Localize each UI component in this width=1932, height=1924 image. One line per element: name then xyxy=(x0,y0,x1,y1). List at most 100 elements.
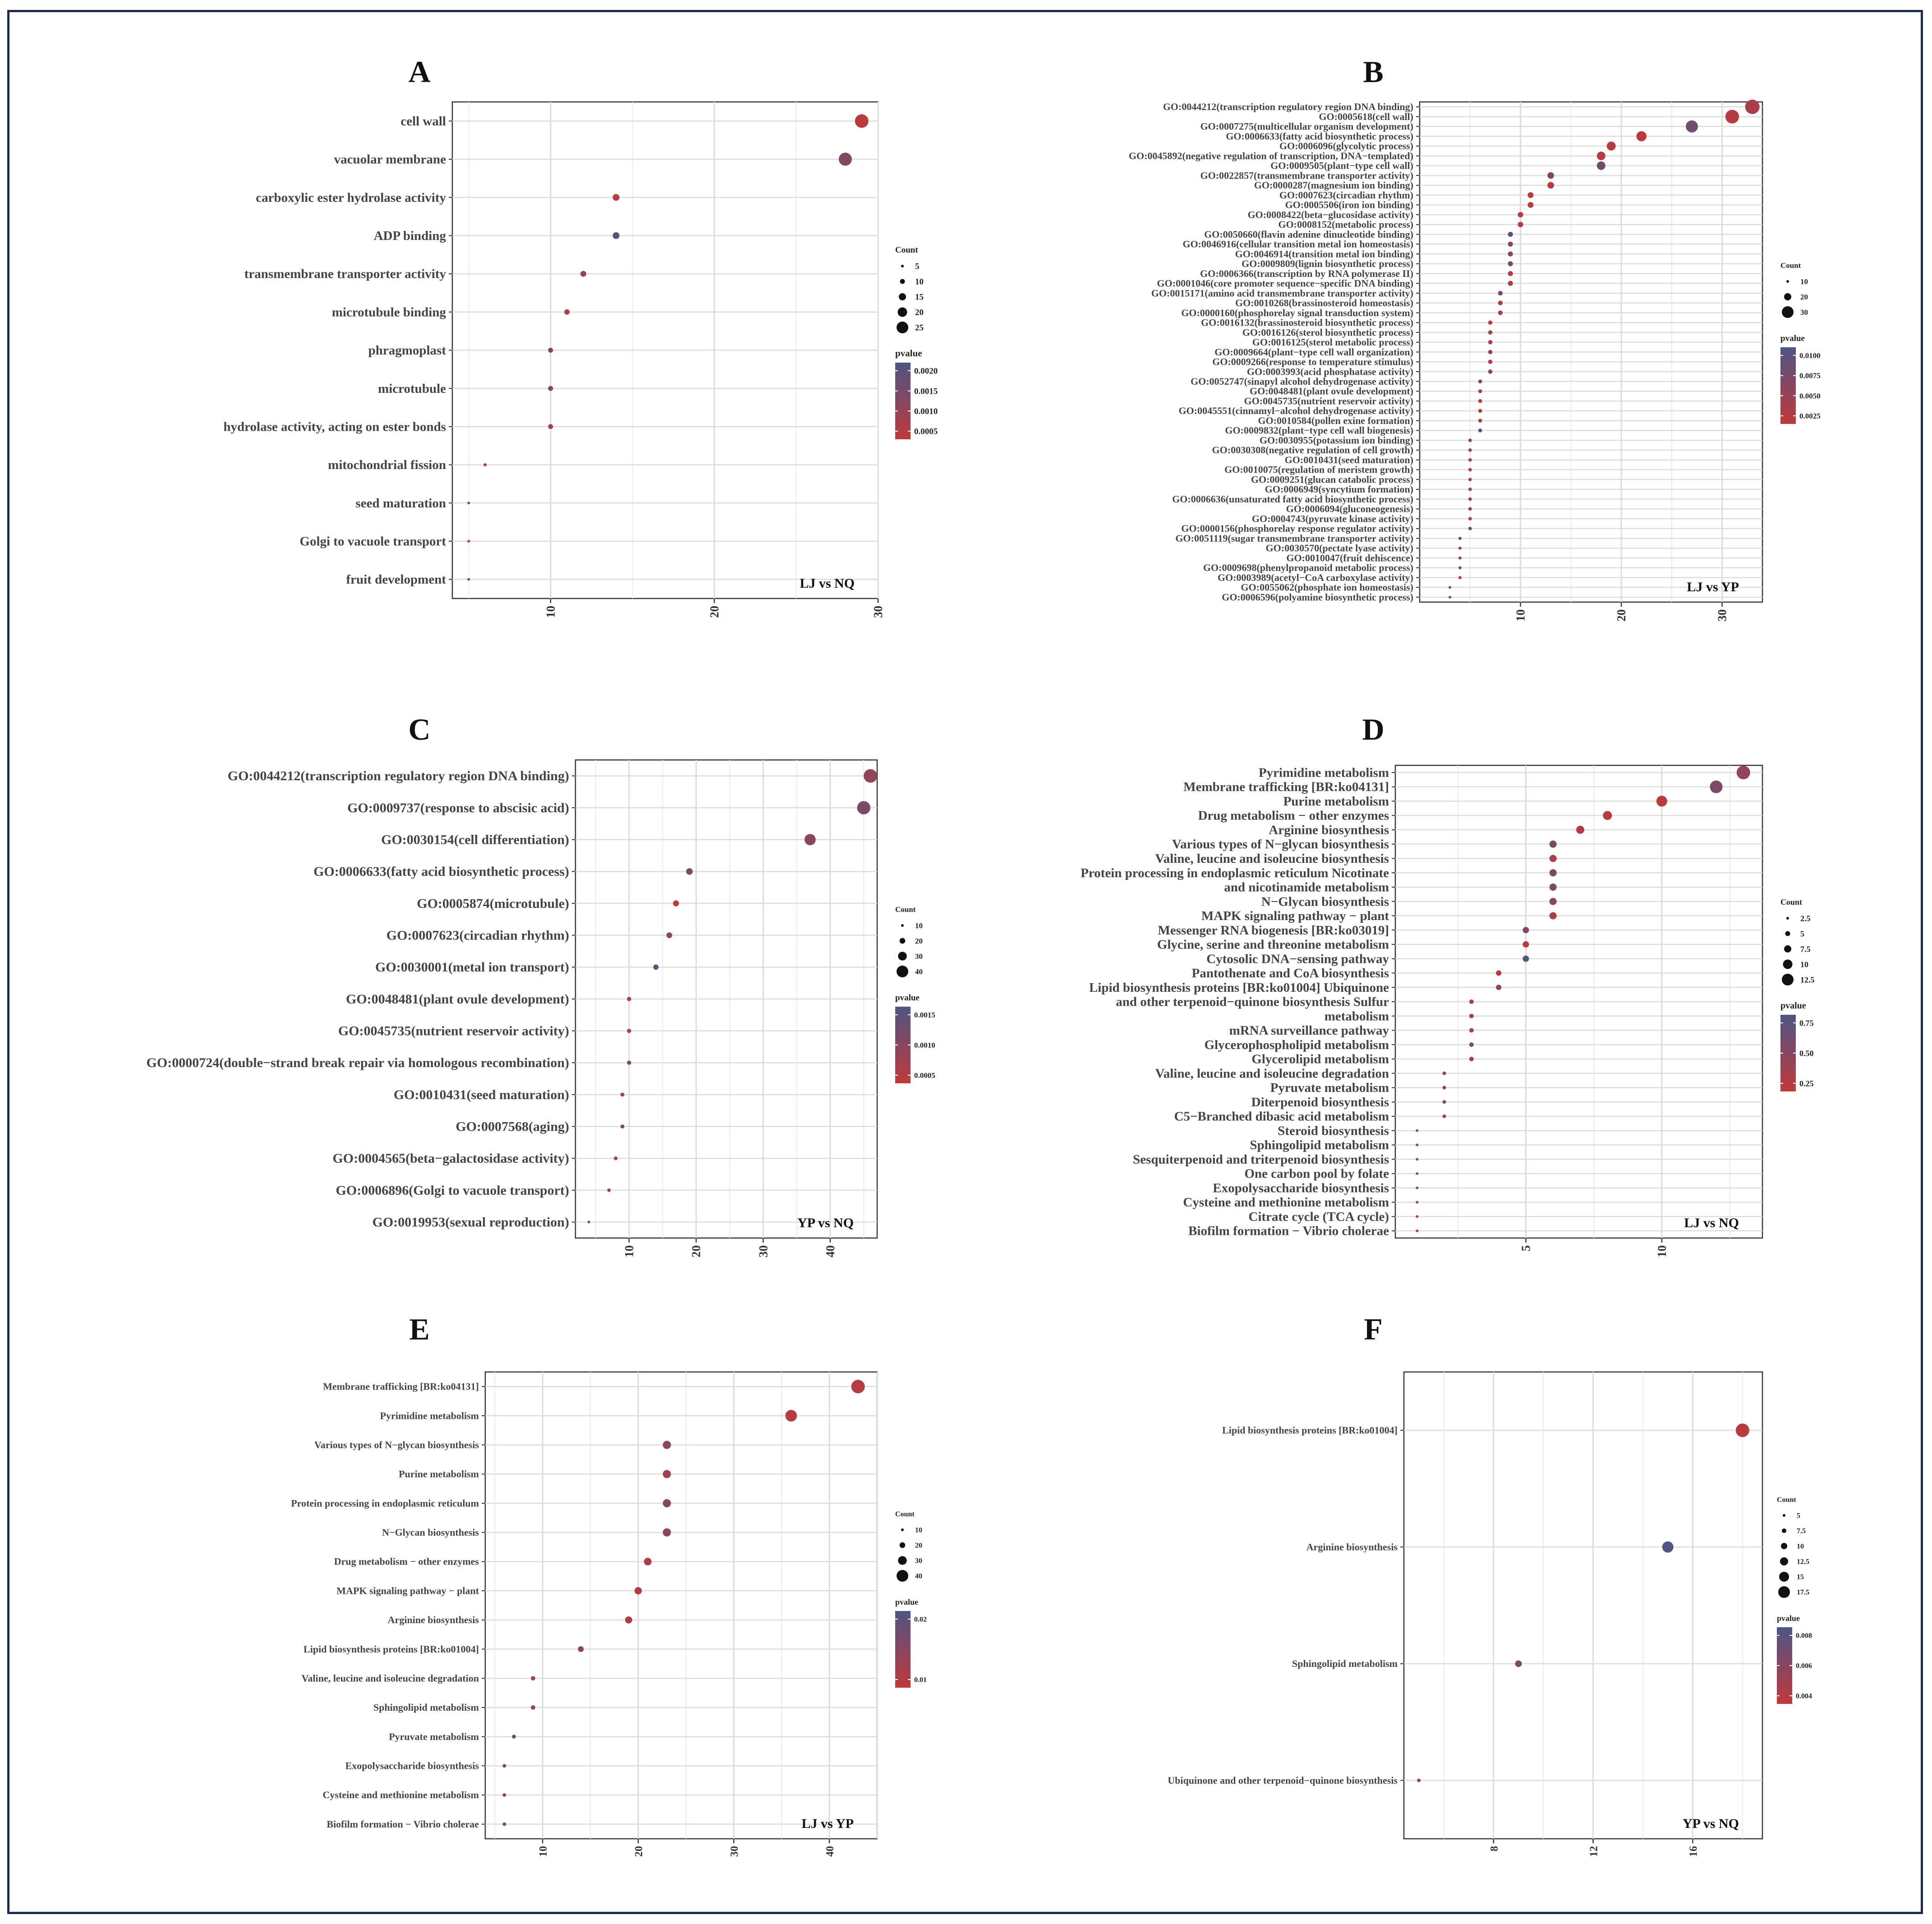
size-legend-dot xyxy=(1780,1557,1788,1565)
y-tick-label: mRNA surveillance pathway xyxy=(1229,1023,1389,1038)
data-point xyxy=(1488,350,1493,354)
y-tick-label: Pantothenate and CoA biosynthesis xyxy=(1192,966,1389,980)
data-point xyxy=(531,1676,535,1681)
size-legend-dot xyxy=(1782,1528,1786,1533)
y-tick-label: MAPK signaling pathway − plant xyxy=(1201,909,1389,923)
y-tick-label: GO:0045551(cinnamyl−alcohol dehydrogenas… xyxy=(1178,405,1413,416)
y-tick-label: GO:0000160(phosphorelay signal transduct… xyxy=(1181,307,1413,318)
y-tick-label: Purine metabolism xyxy=(1283,794,1389,809)
data-point xyxy=(502,1764,506,1768)
data-point xyxy=(1745,99,1760,114)
y-tick-label: Pyruvate metabolism xyxy=(1270,1081,1389,1095)
data-point xyxy=(1458,546,1462,550)
size-legend-dot xyxy=(897,1570,908,1582)
size-legend-title: Count xyxy=(895,1510,915,1518)
size-legend-label: 7.5 xyxy=(1797,1528,1806,1535)
data-point xyxy=(1498,290,1503,296)
y-tick-label: metabolism xyxy=(1325,1009,1389,1023)
figure-border xyxy=(7,10,1923,1914)
data-point xyxy=(1488,369,1493,374)
data-point xyxy=(1508,241,1513,247)
y-tick-label: cell wall xyxy=(400,114,446,129)
data-point xyxy=(620,1092,625,1097)
data-point xyxy=(1549,883,1557,891)
size-legend-title: Count xyxy=(1780,261,1801,270)
size-legend-dot xyxy=(1778,1586,1790,1598)
data-point xyxy=(1549,855,1557,862)
data-point xyxy=(644,1558,652,1565)
y-tick-label: Citrate cycle (TCA cycle) xyxy=(1248,1210,1389,1224)
color-tick-label: 0.0010 xyxy=(914,1041,935,1049)
y-tick-label: GO:0009832(plant−type cell wall biogenes… xyxy=(1225,425,1413,436)
data-point xyxy=(634,1587,642,1595)
data-point xyxy=(1488,340,1493,345)
data-point xyxy=(627,997,631,1001)
y-tick-label: carboxylic ester hydrolase activity xyxy=(256,190,446,205)
data-point xyxy=(612,232,620,239)
comparison-label: LJ vs NQ xyxy=(1684,1215,1739,1230)
size-legend-dot xyxy=(897,966,908,977)
y-tick-label: Biofilm formation − Vibrio cholerae xyxy=(327,1818,479,1830)
data-point xyxy=(627,1060,631,1065)
plot-area xyxy=(1403,1371,1763,1840)
comparison-label: LJ vs YP xyxy=(801,1816,854,1831)
y-tick-label: GO:0001046(core promoter sequence−specif… xyxy=(1157,278,1413,289)
size-legend-dot xyxy=(1786,280,1789,283)
y-tick-label: Cysteine and methionine metabolism xyxy=(323,1789,479,1800)
y-tick-label: GO:0006633(fatty acid biosynthetic proce… xyxy=(1226,130,1413,142)
color-tick-label: 0.004 xyxy=(1796,1693,1812,1700)
color-tick-label: 0.0020 xyxy=(914,367,938,376)
color-legend-title: pvalue xyxy=(895,348,922,359)
size-legend-label: 30 xyxy=(1800,308,1808,317)
y-tick-label: GO:0045892(negative regulation of transc… xyxy=(1129,150,1413,161)
y-tick-label: Sesquiterpenoid and triterpenoid biosynt… xyxy=(1133,1152,1389,1167)
y-tick-label: Steroid biosynthesis xyxy=(1278,1123,1389,1138)
data-point xyxy=(1662,1541,1674,1553)
size-legend-label: 10 xyxy=(915,1527,922,1534)
y-tick-label: GO:0008152(metabolic process) xyxy=(1278,219,1413,230)
y-tick-label: GO:0006896(Golgi to vacuole transport) xyxy=(336,1183,569,1198)
size-legend-label: 12.5 xyxy=(1800,975,1815,984)
data-point xyxy=(1416,1172,1419,1175)
y-tick-label: GO:0006633(fatty acid biosynthetic proce… xyxy=(313,864,569,879)
color-tick-label: 0.0015 xyxy=(914,1011,935,1019)
x-tick-label: 30 xyxy=(1716,609,1729,621)
data-point xyxy=(1508,271,1513,276)
data-point xyxy=(1469,1057,1474,1062)
size-legend-dot xyxy=(1784,945,1791,953)
color-tick-label: 0.008 xyxy=(1796,1632,1812,1640)
data-point xyxy=(1468,448,1472,452)
data-point xyxy=(502,1793,506,1797)
y-tick-label: Sphingolipid metabolism xyxy=(1250,1138,1389,1152)
size-legend-dot xyxy=(1784,293,1791,300)
data-point xyxy=(1508,261,1513,267)
data-point xyxy=(1488,320,1493,325)
size-legend-dot xyxy=(898,1556,907,1565)
data-point xyxy=(653,964,659,970)
y-tick-label: Pyrimidine metabolism xyxy=(380,1410,479,1421)
panel-letter: F xyxy=(1364,1312,1383,1346)
y-tick-label: GO:0030570(pectate lyase activity) xyxy=(1266,543,1413,554)
data-point xyxy=(1442,1086,1446,1090)
size-legend-title: Count xyxy=(895,905,916,914)
data-point xyxy=(1478,419,1482,423)
y-tick-label: GO:0030001(metal ion transport) xyxy=(375,960,569,975)
y-tick-label: Lipid biosynthesis proteins [BR:ko01004] xyxy=(304,1643,479,1655)
y-tick-label: Exopolysaccharide biosynthesis xyxy=(345,1760,479,1772)
color-bar xyxy=(895,363,911,439)
y-tick-label: GO:0004565(beta−galactosidase activity) xyxy=(332,1151,569,1166)
data-point xyxy=(1458,566,1462,570)
data-point xyxy=(614,1156,618,1160)
color-tick-label: 0.0005 xyxy=(914,427,938,437)
data-point xyxy=(1488,330,1493,335)
y-tick-label: GO:0000156(phosphorelay response regulat… xyxy=(1181,523,1413,534)
data-point xyxy=(1508,251,1513,257)
data-point xyxy=(1515,1660,1522,1667)
data-point xyxy=(1468,478,1472,482)
comparison-label: LJ vs YP xyxy=(1687,580,1739,594)
y-tick-label: GO:0015171(amino acid transmembrane tran… xyxy=(1151,287,1413,299)
y-tick-label: hydrolase activity, acting on ester bond… xyxy=(223,419,446,434)
data-point xyxy=(1468,488,1472,491)
size-legend-label: 10 xyxy=(1797,1543,1804,1551)
data-point xyxy=(1416,1201,1419,1204)
